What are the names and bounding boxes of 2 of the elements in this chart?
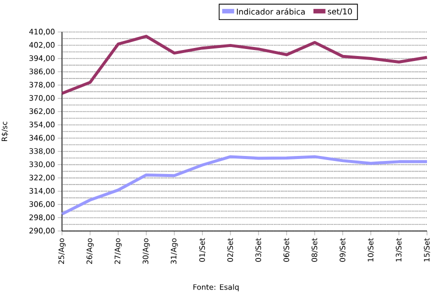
line-series [60, 34, 428, 95]
line-series [60, 155, 428, 216]
